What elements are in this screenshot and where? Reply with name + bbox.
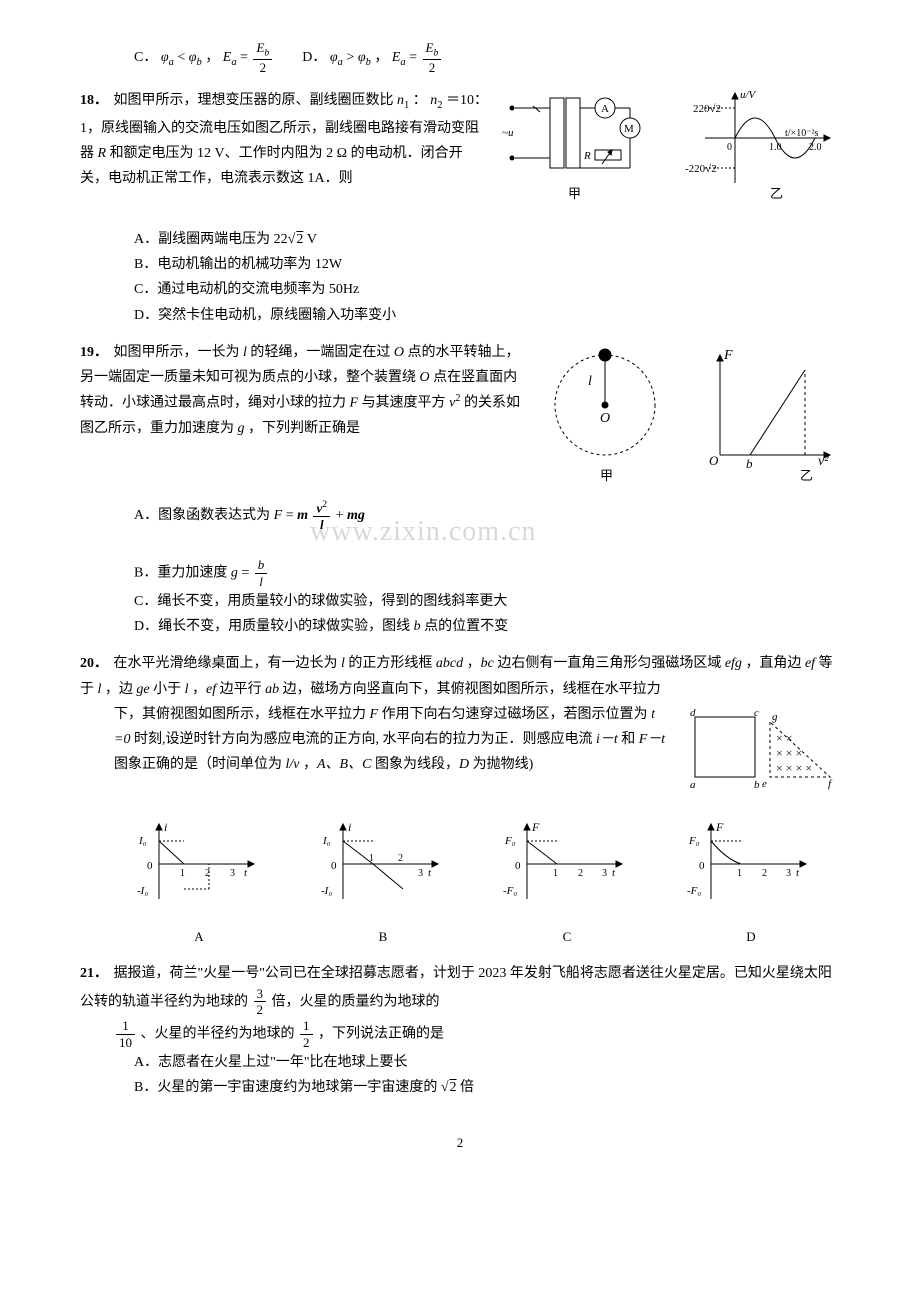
svg-text:3: 3	[786, 868, 791, 879]
svg-text:I₀: I₀	[138, 835, 147, 847]
question-20: 20． 在水平光滑绝缘桌面上，有一边长为 l 的正方形线框 abcd ，bc 边…	[80, 651, 840, 948]
q17-c-label: C．	[134, 50, 157, 65]
q20-graph-d: F F₀ 0 -F₀ 1 2 3 t D	[686, 819, 816, 949]
svg-text:3: 3	[230, 868, 235, 879]
q20-top-view: d c a b g e f × × × × × × × × ×	[680, 702, 840, 811]
svg-text:O: O	[600, 411, 610, 426]
svg-text:l: l	[588, 374, 592, 389]
svg-text:0: 0	[727, 142, 732, 153]
svg-text:2: 2	[398, 853, 403, 864]
q18-circuit-and-sine: ~u A M R	[500, 88, 840, 218]
q18-option-c: C．通过电动机的交流电频率为 50Hz	[80, 277, 840, 302]
q19-option-d: D．绳长不变，用质量较小的球做实验，图线 b 点的位置不变	[80, 614, 840, 639]
svg-text:d: d	[690, 707, 696, 719]
svg-text:0: 0	[147, 860, 153, 872]
q20-graph-a: i I₀ 0 -I₀ 1 2 3 t A	[134, 819, 264, 949]
q18-figures: ~u A M R	[500, 88, 840, 227]
svg-text:0: 0	[331, 860, 337, 872]
svg-text:-I₀: -I₀	[137, 885, 148, 897]
svg-text:M: M	[624, 123, 634, 135]
svg-text:甲: 甲	[568, 186, 581, 201]
question-18: 18． 如图甲所示，理想变压器的原、副线圈匝数比 n1 ： n2 ＝10：1，原…	[80, 88, 840, 328]
svg-text:F: F	[715, 820, 724, 834]
svg-text:1: 1	[553, 868, 558, 879]
q20-number: 20．	[80, 656, 108, 671]
q21-number: 21．	[80, 966, 108, 981]
svg-text:i: i	[348, 820, 351, 834]
svg-text:3: 3	[418, 868, 423, 879]
svg-text:v²: v²	[818, 454, 829, 469]
svg-text:1: 1	[737, 868, 742, 879]
svg-text:I₀: I₀	[322, 835, 331, 847]
q20-square-triangle: d c a b g e f × × × × × × × × ×	[680, 702, 840, 802]
svg-text:× ×: × ×	[776, 731, 793, 745]
svg-text:1: 1	[180, 868, 185, 879]
svg-text:乙: 乙	[770, 186, 783, 201]
q18-option-b: B．电动机输出的机械功率为 12W	[80, 252, 840, 277]
q19-circle-and-graph: l O 甲 F O b v² 乙	[540, 340, 840, 490]
svg-text:a: a	[690, 779, 696, 791]
q18-option-a: A．副线圈两端电压为 22√2 V	[80, 227, 840, 252]
page-number: 2	[80, 1131, 840, 1154]
svg-text:A: A	[601, 103, 609, 115]
svg-text:e: e	[762, 778, 767, 790]
svg-text:f: f	[828, 778, 833, 790]
svg-text:甲: 甲	[600, 468, 613, 483]
svg-text:2: 2	[205, 868, 210, 879]
svg-text:-220√2: -220√2	[685, 163, 717, 175]
svg-text:-F₀: -F₀	[503, 885, 517, 897]
q21-option-b: B．火星的第一宇宙速度约为地球第一宇宙速度的 √2 倍	[80, 1075, 840, 1100]
svg-text:b: b	[746, 456, 753, 471]
q17-d-label: D．	[302, 50, 326, 65]
svg-text:0: 0	[699, 860, 705, 872]
svg-text:R: R	[583, 150, 591, 162]
q20-answer-graphs: i I₀ 0 -I₀ 1 2 3 t A	[110, 819, 840, 949]
svg-text:t: t	[244, 867, 248, 879]
svg-text:c: c	[754, 707, 759, 719]
svg-text:0: 0	[515, 860, 521, 872]
svg-text:O: O	[709, 453, 719, 468]
svg-text:F: F	[723, 348, 733, 363]
q18-number: 18．	[80, 93, 108, 108]
svg-text:F₀: F₀	[504, 835, 516, 847]
svg-text:g: g	[772, 711, 778, 723]
svg-text:1: 1	[369, 853, 374, 864]
svg-text:2: 2	[762, 868, 767, 879]
question-21: 21． 据报道，荷兰"火星一号"公司已在全球招募志愿者，计划于 2023 年发射…	[80, 961, 840, 1101]
svg-text:u/V: u/V	[740, 89, 757, 101]
svg-text:1.0: 1.0	[769, 142, 782, 153]
q19-figures: l O 甲 F O b v² 乙	[540, 340, 840, 499]
q21-option-a: A．志愿者在火星上过"一年"比在地球上要长	[80, 1050, 840, 1075]
q19-option-a: A．图象函数表达式为 F = m v2l + mg	[80, 499, 840, 533]
svg-text:t: t	[428, 867, 432, 879]
q19-number: 19．	[80, 345, 108, 360]
svg-text:F₀: F₀	[688, 835, 700, 847]
svg-text:× × ×: × × ×	[776, 746, 802, 760]
q19-option-c: C．绳长不变，用质量较小的球做实验，得到的图线斜率更大	[80, 589, 840, 614]
svg-text:2.0: 2.0	[809, 142, 822, 153]
svg-text:× × × ×: × × × ×	[776, 761, 812, 775]
svg-text:220√2: 220√2	[693, 103, 721, 115]
svg-text:b: b	[754, 779, 760, 791]
q20-graph-b: i I₀ 0 -I₀ 1 2 3 t B	[318, 819, 448, 949]
svg-text:-I₀: -I₀	[321, 885, 332, 897]
svg-text:t/×10⁻²s: t/×10⁻²s	[785, 128, 818, 139]
q19-option-b: B．重力加速度 g = bl	[80, 557, 840, 589]
svg-text:F: F	[531, 820, 540, 834]
q17-options-cd: C． φa < φb ， Ea = Eb2 D． φa > φb ， Ea = …	[80, 40, 840, 76]
q20-graph-c: F F₀ 0 -F₀ 1 2 3 t C	[502, 819, 632, 949]
svg-text:2: 2	[578, 868, 583, 879]
svg-text:-F₀: -F₀	[687, 885, 701, 897]
svg-text:~u: ~u	[502, 127, 514, 139]
svg-text:3: 3	[602, 868, 607, 879]
svg-text:i: i	[164, 820, 167, 834]
svg-text:t: t	[796, 867, 800, 879]
question-19: 19． 如图甲所示，一长为 l 的轻绳，一端固定在过 O 点的水平转轴上，另一端…	[80, 340, 840, 640]
svg-text:t: t	[612, 867, 616, 879]
q18-option-d: D．突然卡住电动机，原线圈输入功率变小	[80, 303, 840, 328]
svg-text:乙: 乙	[800, 468, 813, 483]
